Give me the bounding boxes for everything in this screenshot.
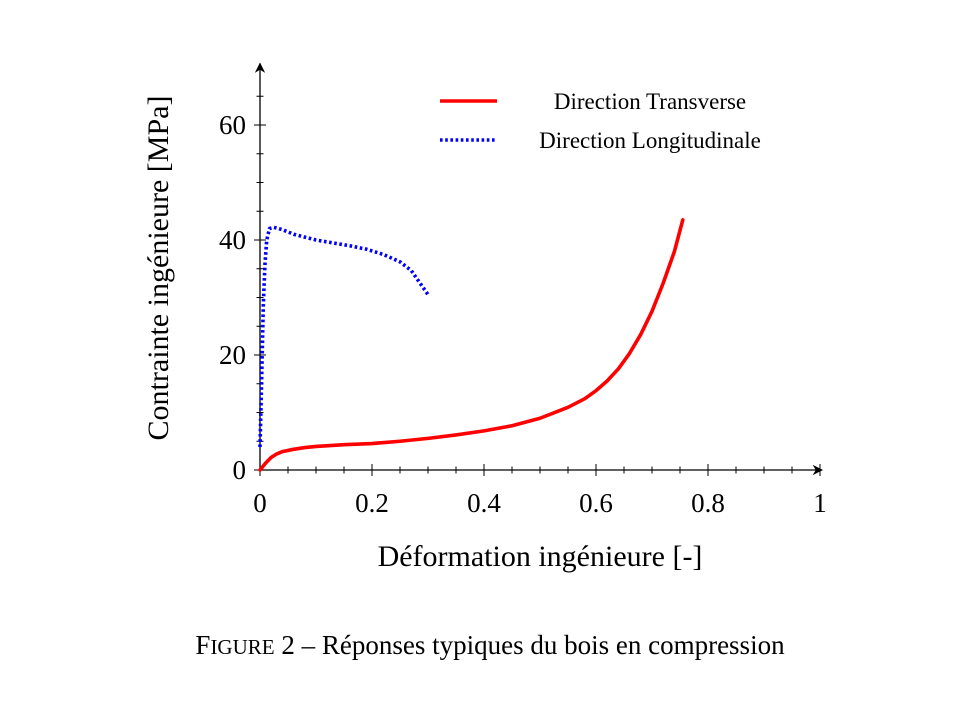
- series-layer: [260, 220, 683, 470]
- x-axis-label: Déformation ingénieure [-]: [378, 540, 703, 573]
- caption-text: Réponses typiques du bois en compression: [322, 630, 785, 660]
- y-tick-label: 60: [219, 110, 246, 140]
- legend-label-longitudinale: Direction Longitudinale: [539, 128, 761, 153]
- legend: Direction Transverse Direction Longitudin…: [440, 89, 761, 153]
- caption-figure-word: IGURE: [210, 635, 274, 659]
- x-tick-label: 1: [813, 488, 827, 518]
- caption-figure-initial: F: [195, 630, 210, 660]
- y-axis-label: Contrainte ingénieure [MPa]: [142, 96, 175, 441]
- y-tick-label: 20: [219, 340, 246, 370]
- x-tick-label: 0.6: [579, 488, 613, 518]
- legend-label-transverse: Direction Transverse: [554, 89, 746, 114]
- tick-labels-layer: 0 0.2 0.4 0.6 0.8 1 0 20 40 60: [219, 110, 827, 518]
- series-line-longitudinale: [260, 227, 428, 447]
- figure-caption: FIGURE 2 – Réponses typiques du bois en …: [0, 630, 980, 661]
- caption-number: 2: [281, 630, 295, 660]
- x-tick-label: 0.8: [691, 488, 725, 518]
- x-tick-label: 0.2: [355, 488, 389, 518]
- chart: 0 0.2 0.4 0.6 0.8 1 0 20 40 60 Déformation ingéni…: [0, 0, 980, 620]
- series-line-transverse: [260, 220, 683, 470]
- x-tick-label: 0: [253, 488, 267, 518]
- y-tick-label: 40: [219, 225, 246, 255]
- caption-separator: –: [302, 630, 316, 660]
- x-tick-label: 0.4: [467, 488, 501, 518]
- y-tick-label: 0: [233, 455, 247, 485]
